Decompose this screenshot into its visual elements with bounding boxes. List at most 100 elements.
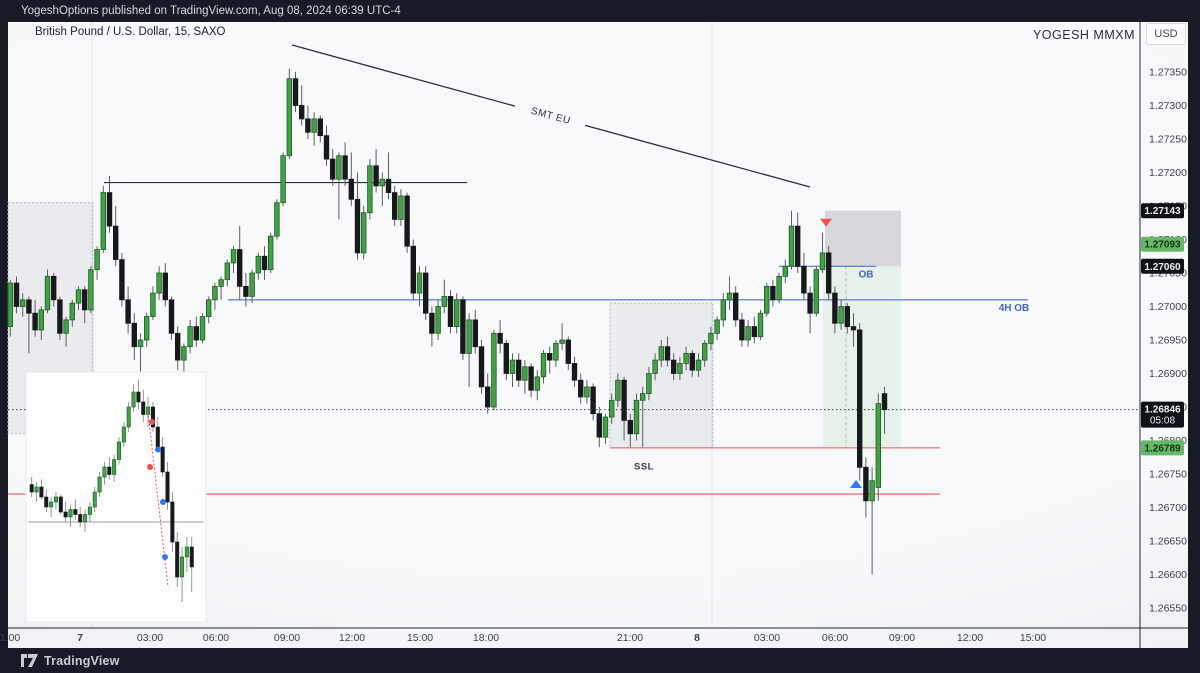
time-tick-label: 09:00 xyxy=(274,632,300,644)
time-tick-label: 06:00 xyxy=(822,632,848,644)
inset-candle-up xyxy=(117,441,122,460)
candle-up xyxy=(230,249,237,264)
inset-candle-up xyxy=(87,506,92,515)
price-label-box xyxy=(1141,440,1184,456)
inset-red-dot xyxy=(147,464,153,470)
candle-down xyxy=(125,299,131,324)
candle-down xyxy=(596,413,602,438)
candle-up xyxy=(875,403,881,488)
candle-down xyxy=(317,118,323,137)
candle-up xyxy=(522,366,528,381)
inset-candle-up xyxy=(146,406,151,415)
candle-up xyxy=(838,306,844,324)
candle-up xyxy=(379,178,385,187)
smt-trendline-seg xyxy=(291,44,516,107)
candle-up xyxy=(280,155,286,204)
candle-up xyxy=(453,299,460,327)
inset-candle-down xyxy=(63,511,68,518)
price-tick-label: 1.26600 xyxy=(1149,569,1187,581)
candle-down xyxy=(429,312,435,334)
ssl-label: SSL xyxy=(634,462,654,473)
inset-candle-down xyxy=(29,484,34,493)
candle-up xyxy=(466,319,472,354)
time-tick-label: 03:00 xyxy=(754,632,780,644)
inset-candle-down xyxy=(155,426,160,448)
symbol-title[interactable]: British Pound / U.S. Dollar, 15, SAXO xyxy=(35,26,226,38)
candle-up xyxy=(782,265,788,277)
inset-diagonal-dotted-line xyxy=(147,411,169,588)
inset-candle-up xyxy=(121,426,126,443)
time-tick-label: 18:00 xyxy=(473,632,499,644)
candle-down xyxy=(671,359,677,374)
candle-up xyxy=(813,269,819,314)
time-tick-label: 12:00 xyxy=(339,632,365,644)
candle-down xyxy=(578,379,584,398)
candle-down xyxy=(832,292,838,324)
time-tick-label: 8 xyxy=(694,632,700,644)
price-tick-label: 1.26550 xyxy=(1149,603,1187,615)
candle-up xyxy=(609,399,615,418)
candle-down xyxy=(801,265,807,294)
candle-up xyxy=(658,346,664,361)
time-axis[interactable]: 1:00 7 03:00 06:00 09:00 12:00 15:00 18:00 21:00… xyxy=(0,632,1046,644)
candle-up xyxy=(720,299,726,321)
inset-mini-chart[interactable] xyxy=(25,371,207,623)
order-block-box-gray[interactable] xyxy=(825,210,901,267)
inset-blue-dot xyxy=(162,554,168,560)
inset-candle-down xyxy=(150,406,155,428)
candle-down xyxy=(484,386,491,408)
price-label-value: 1.26789 xyxy=(1144,443,1181,454)
candle-down xyxy=(354,198,361,254)
inset-candle-up xyxy=(180,556,185,578)
inset-candle-down xyxy=(58,496,63,513)
candle-down xyxy=(298,105,305,120)
candle-up xyxy=(44,275,51,311)
candle-up xyxy=(435,306,441,334)
inset-candle-up xyxy=(92,491,97,508)
candle-up xyxy=(540,352,547,378)
candle-down xyxy=(733,292,739,321)
inset-candle-up xyxy=(83,514,88,523)
triangle-up-marker[interactable] xyxy=(850,480,862,489)
candle-down xyxy=(863,466,869,502)
candle-down xyxy=(422,272,429,314)
candle-up xyxy=(615,379,621,401)
candle-up xyxy=(267,235,274,271)
candle-up xyxy=(205,299,212,317)
candle-up xyxy=(695,359,702,371)
candle-down xyxy=(751,326,757,338)
candle-up xyxy=(553,342,559,361)
inset-candle-down xyxy=(78,514,83,523)
inset-blue-dot xyxy=(155,446,161,453)
currency-toggle-button[interactable]: USD xyxy=(1146,23,1186,45)
candle-up xyxy=(88,269,94,311)
candle-up xyxy=(677,363,683,374)
price-axis[interactable]: 1.273501.273001.272501.272001.271501.271… xyxy=(1149,67,1187,615)
candle-down xyxy=(826,252,832,294)
candle-down xyxy=(373,165,379,187)
price-tick-label: 1.26950 xyxy=(1149,335,1187,347)
time-tick-label: 15:00 xyxy=(407,632,433,644)
candle-up xyxy=(336,155,342,180)
inset-candle-up xyxy=(53,496,58,503)
candle-down xyxy=(571,363,578,381)
candle-down xyxy=(32,312,38,331)
triangle-down-marker[interactable] xyxy=(820,218,832,227)
candle-up xyxy=(286,78,292,157)
candle-down xyxy=(795,225,801,267)
time-tick-label: 06:00 xyxy=(203,632,229,644)
candle-up xyxy=(360,212,367,254)
candle-up xyxy=(94,249,100,271)
price-label-value: 1.27060 xyxy=(1144,262,1181,273)
inset-candle-up xyxy=(68,509,73,518)
price-tick-label: 1.27300 xyxy=(1149,100,1187,112)
tradingview-logo[interactable]: TradingView xyxy=(21,654,120,668)
ssl-range-box[interactable] xyxy=(609,302,714,449)
candle-up xyxy=(19,299,26,307)
inset-blue-dot xyxy=(160,499,166,505)
candle-up xyxy=(776,275,782,301)
candle-up xyxy=(652,359,658,374)
inset-candle-down xyxy=(44,496,49,508)
price-label-dark: 1.27143 xyxy=(1141,203,1184,219)
